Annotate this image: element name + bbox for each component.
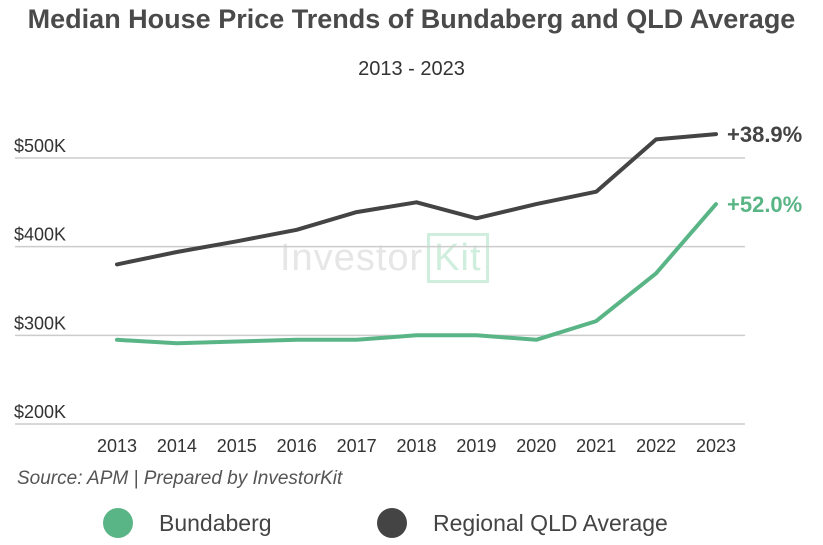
end-label-bundaberg: +52.0%: [727, 192, 802, 217]
x-tick-label: 2020: [516, 436, 556, 456]
chart-title: Median House Price Trends of Bundaberg a…: [27, 4, 796, 34]
x-tick-label: 2017: [337, 436, 377, 456]
end-label-regional-qld: +38.9%: [727, 122, 802, 147]
x-tick-label: 2023: [696, 436, 736, 456]
x-tick-label: 2022: [636, 436, 676, 456]
watermark-text: Investor: [280, 236, 424, 279]
watermark-box-text: Kit: [427, 233, 489, 283]
investorkit-watermark: Investor Kit: [280, 232, 489, 284]
x-tick-label: 2021: [576, 436, 616, 456]
x-tick-label: 2015: [217, 436, 257, 456]
legend-swatch-regional-qld: [377, 508, 407, 538]
chart-subtitle: 2013 - 2023: [358, 58, 465, 80]
legend-label-regional-qld: Regional QLD Average: [433, 509, 668, 536]
source-note: Source: APM | Prepared by InvestorKit: [17, 468, 343, 489]
y-tick-label: $500K: [14, 136, 66, 156]
y-tick-label: $300K: [14, 313, 66, 333]
legend: Bundaberg Regional QLD Average: [0, 503, 823, 543]
legend-swatch-bundaberg: [103, 508, 133, 538]
series-line-regional-qld: [115, 132, 718, 267]
legend-label-bundaberg: Bundaberg: [159, 509, 272, 536]
series-line-bundaberg: [115, 202, 718, 346]
y-tick-label: $200K: [14, 402, 66, 422]
x-tick-label: 2013: [97, 436, 137, 456]
x-tick-label: 2019: [456, 436, 496, 456]
legend-item-regional-qld: Regional QLD Average: [377, 503, 668, 543]
y-tick-label: $400K: [14, 225, 66, 245]
x-tick-label: 2018: [396, 436, 436, 456]
x-tick-label: 2016: [277, 436, 317, 456]
legend-item-bundaberg: Bundaberg: [103, 503, 272, 543]
x-tick-label: 2014: [157, 436, 197, 456]
